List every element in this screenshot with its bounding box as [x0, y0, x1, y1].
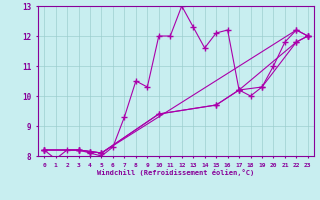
- X-axis label: Windchill (Refroidissement éolien,°C): Windchill (Refroidissement éolien,°C): [97, 169, 255, 176]
